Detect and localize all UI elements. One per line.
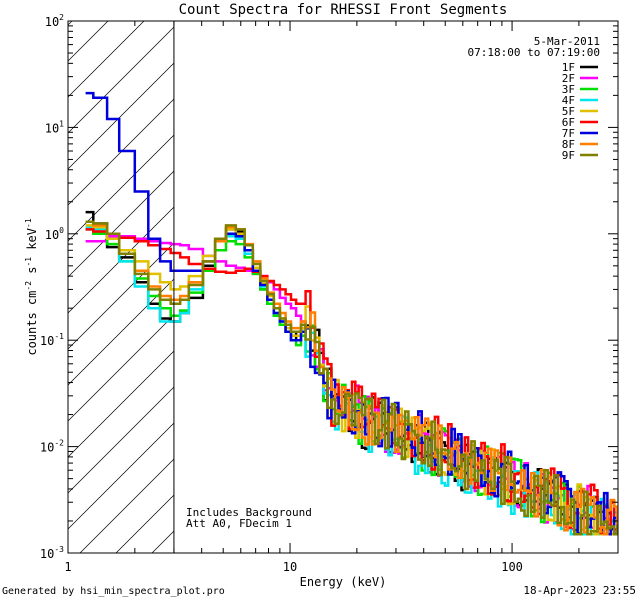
legend-label-9F: 9F (562, 149, 575, 162)
x-axis-label: Energy (keV) (300, 575, 387, 589)
hatch-line (68, 98, 174, 206)
y-tick-label: 10-3 (40, 545, 64, 561)
hatch-line (68, 350, 174, 458)
y-axis-label-sup1: -2 (24, 281, 33, 291)
legend-label-6F: 6F (562, 116, 575, 129)
legend-label-8F: 8F (562, 138, 575, 151)
y-axis-label-end: keV (25, 228, 39, 257)
hatch-line (512, 0, 640, 553)
hatch-line (0, 0, 124, 553)
hatch-line (68, 170, 174, 278)
y-tick-label: 10-2 (40, 439, 64, 455)
legend-label-5F: 5F (562, 105, 575, 118)
date-label: 5-Mar-2011 (534, 35, 600, 48)
x-tick-label: 1 (64, 560, 71, 574)
legend-label-4F: 4F (562, 94, 575, 107)
legend-label-2F: 2F (562, 72, 575, 85)
hatch-line (68, 206, 174, 314)
hatch-line (68, 422, 174, 530)
plot-frame (67, 20, 619, 554)
y-tick-label: 102 (45, 13, 64, 29)
y-axis-label-sup3: -1 (24, 218, 33, 228)
hatch-line (0, 0, 88, 553)
axes-group: 1 10 100 10-3 10-2 10-1 100 101 102 (40, 13, 619, 574)
hatch-line (68, 386, 174, 494)
series-group (85, 91, 618, 536)
attenuator-hatched-region (0, 0, 640, 553)
chart-title: Count Spectra for RHESSI Front Segments (179, 2, 508, 18)
y-tick-label: 100 (45, 226, 64, 242)
legend-label-3F: 3F (562, 83, 575, 96)
y-tick-label: 10-1 (40, 332, 64, 348)
hatch-line (332, 0, 640, 553)
hatch-line (620, 0, 640, 553)
annotation-attenuator: Att A0, FDecim 1 (186, 517, 292, 530)
series-line-9F (85, 220, 618, 536)
annotation-background: Includes Background (186, 506, 312, 519)
y-axis-label-sup2: -1 (24, 257, 33, 267)
time-range-label: 07:18:00 to 07:19:00 (468, 46, 600, 59)
hatch-line (68, 26, 174, 134)
hatch-line (68, 62, 174, 170)
hatch-line (584, 0, 640, 553)
legend-label-7F: 7F (562, 127, 575, 140)
y-axis-label-mid: s (25, 267, 39, 281)
hatch-line (79, 458, 174, 553)
footer-timestamp: 18-Apr-2023 23:55 (523, 584, 636, 597)
footer-generated-by: Generated by hsi_min_spectra_plot.pro (2, 586, 225, 597)
legend-label-1F: 1F (562, 61, 575, 74)
y-axis-label: counts cm-2 s-1 keV-1 (24, 218, 39, 355)
y-axis-label-main: counts cm (25, 291, 39, 356)
x-tick-label: 10 (283, 560, 297, 574)
y-tick-label: 101 (45, 119, 64, 135)
hatch-line (68, 21, 109, 62)
hatch-line (68, 21, 145, 98)
x-tick-label: 100 (501, 560, 523, 574)
